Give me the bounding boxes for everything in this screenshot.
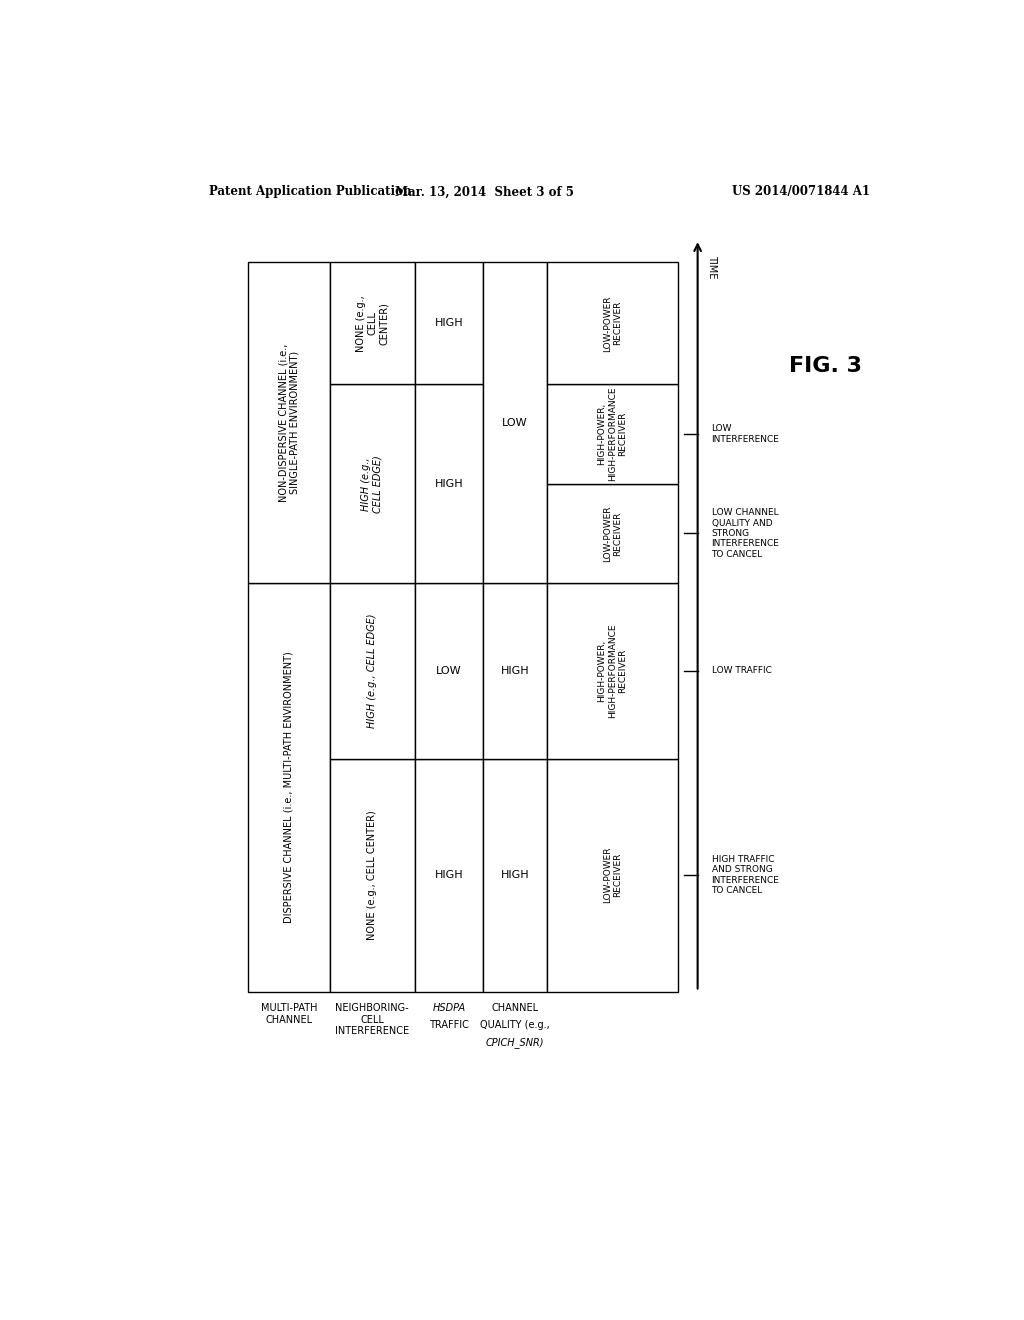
Text: LOW CHANNEL
QUALITY AND
STRONG
INTERFERENCE
TO CANCEL: LOW CHANNEL QUALITY AND STRONG INTERFERE… bbox=[712, 508, 779, 558]
Text: NEIGHBORING-
CELL
INTERFERENCE: NEIGHBORING- CELL INTERFERENCE bbox=[335, 1003, 410, 1036]
Text: DISPERSIVE CHANNEL (i.e., MULTI-PATH ENVIRONMENT): DISPERSIVE CHANNEL (i.e., MULTI-PATH ENV… bbox=[284, 652, 294, 923]
Text: LOW-POWER
RECEIVER: LOW-POWER RECEIVER bbox=[603, 506, 622, 562]
Text: HIGH-POWER,
HIGH-PERFORMANCE
RECEIVER: HIGH-POWER, HIGH-PERFORMANCE RECEIVER bbox=[597, 624, 628, 718]
Bar bbox=[483, 263, 547, 583]
Text: HSDPA: HSDPA bbox=[432, 1003, 466, 1012]
Bar bbox=[483, 583, 547, 759]
Text: CHANNEL: CHANNEL bbox=[492, 1003, 539, 1012]
Text: HIGH: HIGH bbox=[434, 479, 463, 488]
Text: NONE (e.g.,
CELL
CENTER): NONE (e.g., CELL CENTER) bbox=[355, 294, 389, 351]
Text: HIGH (e.g., CELL EDGE): HIGH (e.g., CELL EDGE) bbox=[368, 614, 377, 729]
Bar bbox=[415, 583, 483, 759]
Text: HIGH: HIGH bbox=[501, 667, 529, 676]
Bar bbox=[248, 263, 330, 583]
Text: LOW
INTERFERENCE: LOW INTERFERENCE bbox=[712, 424, 779, 444]
Text: CPICH_SNR): CPICH_SNR) bbox=[485, 1038, 544, 1048]
Text: LOW-POWER
RECEIVER: LOW-POWER RECEIVER bbox=[603, 847, 622, 903]
Text: Patent Application Publication: Patent Application Publication bbox=[209, 185, 412, 198]
Text: FIG. 3: FIG. 3 bbox=[790, 356, 862, 376]
Text: TRAFFIC: TRAFFIC bbox=[429, 1020, 469, 1030]
Text: HIGH: HIGH bbox=[434, 318, 463, 329]
Text: HIGH-POWER,
HIGH-PERFORMANCE
RECEIVER: HIGH-POWER, HIGH-PERFORMANCE RECEIVER bbox=[597, 387, 628, 482]
Bar bbox=[330, 263, 415, 384]
Text: HIGH (e.g.,
CELL EDGE): HIGH (e.g., CELL EDGE) bbox=[361, 455, 383, 512]
Text: HIGH TRAFFIC
AND STRONG
INTERFERENCE
TO CANCEL: HIGH TRAFFIC AND STRONG INTERFERENCE TO … bbox=[712, 855, 779, 895]
Text: LOW-POWER
RECEIVER: LOW-POWER RECEIVER bbox=[603, 296, 622, 351]
Text: HIGH: HIGH bbox=[501, 870, 529, 880]
Text: Mar. 13, 2014  Sheet 3 of 5: Mar. 13, 2014 Sheet 3 of 5 bbox=[395, 185, 573, 198]
Text: TIME: TIME bbox=[707, 255, 717, 279]
Bar bbox=[547, 759, 678, 991]
Bar bbox=[248, 583, 330, 991]
Bar bbox=[547, 384, 678, 483]
Bar bbox=[547, 583, 678, 759]
Text: LOW TRAFFIC: LOW TRAFFIC bbox=[712, 667, 771, 676]
Bar bbox=[330, 759, 415, 991]
Text: US 2014/0071844 A1: US 2014/0071844 A1 bbox=[732, 185, 870, 198]
Bar bbox=[547, 263, 678, 384]
Text: LOW: LOW bbox=[502, 417, 527, 428]
Text: QUALITY (e.g.,: QUALITY (e.g., bbox=[480, 1020, 550, 1030]
Bar bbox=[415, 759, 483, 991]
Bar bbox=[330, 583, 415, 759]
Text: NON-DISPERSIVE CHANNEL (i.e.,
SINGLE-PATH ENVIRONMENT): NON-DISPERSIVE CHANNEL (i.e., SINGLE-PAT… bbox=[278, 343, 300, 502]
Bar bbox=[415, 384, 483, 583]
Text: LOW: LOW bbox=[436, 667, 462, 676]
Text: HIGH: HIGH bbox=[434, 870, 463, 880]
Bar bbox=[547, 483, 678, 583]
Bar bbox=[415, 263, 483, 384]
Text: NONE (e.g., CELL CENTER): NONE (e.g., CELL CENTER) bbox=[368, 810, 377, 940]
Bar bbox=[330, 384, 415, 583]
Bar bbox=[483, 759, 547, 991]
Text: MULTI-PATH
CHANNEL: MULTI-PATH CHANNEL bbox=[260, 1003, 317, 1024]
